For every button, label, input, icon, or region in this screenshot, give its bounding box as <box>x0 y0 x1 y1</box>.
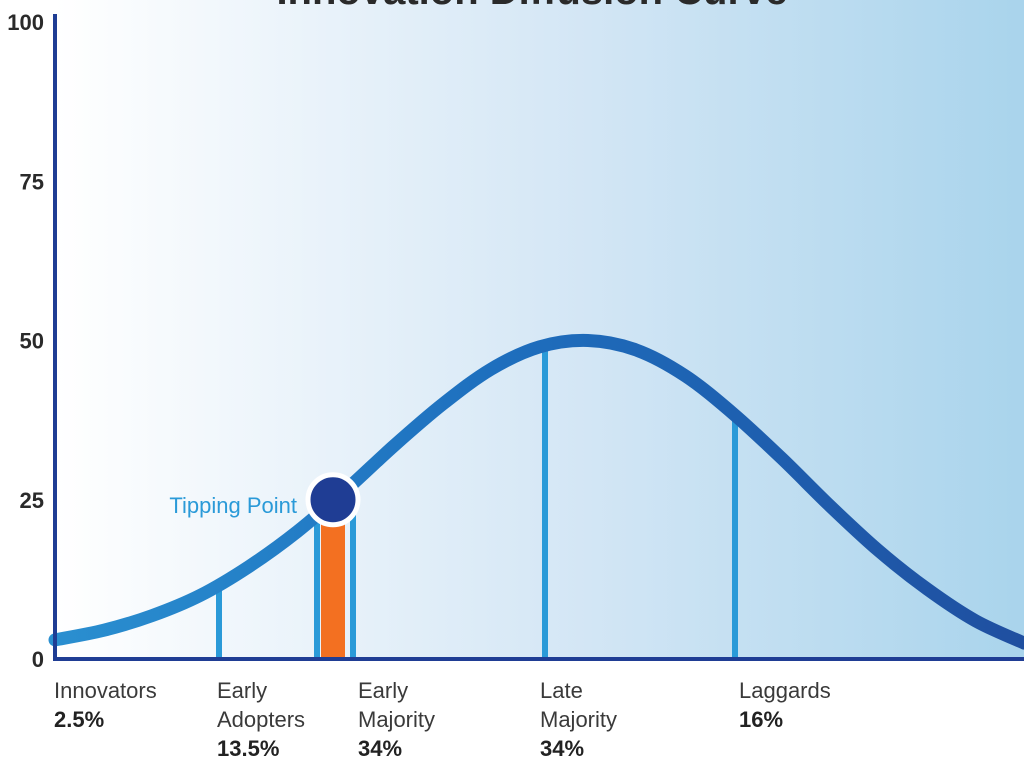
y-tick-label: 75 <box>20 169 44 194</box>
chart-title: Innovation Diffusion Curve <box>276 0 787 13</box>
category-early-majority: Early Majority 34% <box>358 676 435 763</box>
category-innovators: Innovators 2.5% <box>54 676 157 734</box>
category-early-adopters: Early Adopters 13.5% <box>217 676 305 763</box>
category-percent: 16% <box>739 707 784 732</box>
y-tick-label: 25 <box>20 488 44 513</box>
category-name: Laggards <box>739 678 831 703</box>
category-late-majority: Late Majority 34% <box>540 676 617 763</box>
y-axis-ticks: 0 25 50 75 100 <box>7 10 44 672</box>
category-name: Innovators <box>54 678 157 703</box>
category-name: Early <box>217 678 268 703</box>
y-tick-label: 100 <box>7 10 44 35</box>
category-percent: 34% <box>358 736 403 761</box>
y-tick-label: 50 <box>20 329 44 354</box>
category-name: Majority <box>540 707 618 732</box>
category-name: Adopters <box>217 707 306 732</box>
category-laggards: Laggards 16% <box>739 676 831 734</box>
category-name: Early <box>358 678 409 703</box>
plot-area-gradient <box>55 0 1024 660</box>
category-name: Late <box>540 678 583 703</box>
tipping-point-marker <box>305 472 361 528</box>
y-tick-label: 0 <box>32 647 44 672</box>
tipping-point-label: Tipping Point <box>169 493 297 518</box>
category-percent: 2.5% <box>54 707 105 732</box>
diffusion-curve-line <box>48 333 1024 650</box>
category-name: Majority <box>358 707 436 732</box>
category-percent: 13.5% <box>217 736 280 761</box>
category-percent: 34% <box>540 736 585 761</box>
